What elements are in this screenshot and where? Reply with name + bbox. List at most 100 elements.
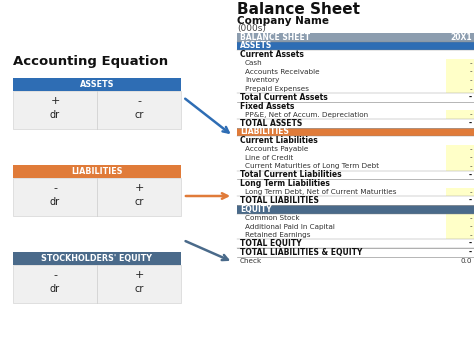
Bar — [446, 136, 474, 145]
Text: -: - — [469, 163, 472, 169]
Bar — [237, 162, 446, 171]
Bar — [446, 239, 474, 248]
Bar — [237, 257, 446, 265]
Bar — [237, 67, 446, 76]
Bar — [237, 85, 446, 93]
Bar — [237, 33, 446, 42]
Text: -: - — [469, 77, 472, 83]
Text: BALANCE SHEET: BALANCE SHEET — [240, 33, 310, 42]
Bar — [446, 213, 474, 222]
Bar — [446, 67, 474, 76]
Text: cr: cr — [134, 284, 144, 294]
Bar — [13, 265, 181, 303]
Text: -: - — [137, 96, 141, 106]
Text: TOTAL EQUITY: TOTAL EQUITY — [240, 239, 301, 248]
Text: cr: cr — [134, 197, 144, 207]
Text: +: + — [50, 96, 60, 106]
Bar — [446, 102, 474, 110]
Text: 20X1: 20X1 — [450, 33, 472, 42]
Text: -: - — [469, 119, 472, 128]
Text: -: - — [469, 86, 472, 92]
Bar — [13, 165, 181, 178]
Text: -: - — [469, 112, 472, 118]
Bar — [446, 119, 474, 128]
Bar — [446, 76, 474, 85]
Text: -: - — [469, 69, 472, 75]
Bar — [237, 239, 446, 248]
Bar — [446, 231, 474, 239]
Bar — [446, 33, 474, 42]
Text: -: - — [469, 155, 472, 161]
Bar — [237, 128, 446, 136]
Bar — [446, 145, 474, 153]
Text: -: - — [469, 232, 472, 238]
Text: +: + — [134, 183, 144, 193]
Bar — [237, 171, 446, 179]
Bar — [237, 59, 446, 67]
Bar — [446, 248, 474, 257]
Bar — [237, 76, 446, 85]
Text: -: - — [469, 60, 472, 66]
Text: Fixed Assets: Fixed Assets — [240, 102, 294, 111]
Text: -: - — [469, 248, 472, 257]
Bar — [237, 231, 446, 239]
Bar — [237, 153, 446, 162]
Text: -: - — [469, 239, 472, 248]
Bar — [237, 110, 446, 119]
Bar — [446, 50, 474, 59]
Text: LIABILITIES: LIABILITIES — [240, 127, 289, 136]
Text: Prepaid Expenses: Prepaid Expenses — [245, 86, 309, 92]
Bar — [446, 162, 474, 171]
Bar — [446, 179, 474, 188]
Text: Balance Sheet: Balance Sheet — [237, 2, 360, 17]
Text: Current Assets: Current Assets — [240, 50, 304, 59]
Text: cr: cr — [134, 110, 144, 120]
Text: Retained Earnings: Retained Earnings — [245, 232, 310, 238]
Text: Cash: Cash — [245, 60, 263, 66]
Text: Inventory: Inventory — [245, 77, 279, 83]
Text: -: - — [469, 170, 472, 179]
Text: Total Current Liabilities: Total Current Liabilities — [240, 170, 342, 179]
Text: dr: dr — [50, 197, 60, 207]
Text: Check: Check — [240, 258, 262, 264]
Bar — [446, 171, 474, 179]
Text: TOTAL LIABILITIES & EQUITY: TOTAL LIABILITIES & EQUITY — [240, 248, 363, 257]
Text: -: - — [469, 215, 472, 221]
Bar — [446, 257, 474, 265]
Text: -: - — [469, 196, 472, 205]
Bar — [237, 136, 446, 145]
Bar — [13, 78, 181, 91]
Bar — [237, 102, 446, 110]
Text: -: - — [53, 183, 57, 193]
Bar — [446, 59, 474, 67]
Text: +: + — [134, 270, 144, 280]
Text: (000s): (000s) — [237, 24, 266, 33]
Text: STOCKHOLDERS' EQUITY: STOCKHOLDERS' EQUITY — [42, 254, 153, 263]
Text: -: - — [53, 270, 57, 280]
Text: PP&E, Net of Accum. Depreciation: PP&E, Net of Accum. Depreciation — [245, 112, 368, 118]
Text: Additional Paid In Capital: Additional Paid In Capital — [245, 224, 335, 229]
Text: Line of Credit: Line of Credit — [245, 155, 293, 161]
Text: LIABILITIES: LIABILITIES — [71, 167, 123, 176]
Bar — [237, 93, 446, 102]
Bar — [237, 50, 446, 59]
Text: dr: dr — [50, 284, 60, 294]
Bar — [237, 197, 446, 205]
Text: Accounting Equation: Accounting Equation — [13, 55, 168, 68]
Bar — [13, 252, 181, 265]
Bar — [446, 85, 474, 93]
Bar — [446, 42, 474, 50]
Bar — [237, 213, 446, 222]
Bar — [446, 128, 474, 136]
Text: Total Current Assets: Total Current Assets — [240, 93, 328, 102]
Text: Accounts Receivable: Accounts Receivable — [245, 69, 319, 75]
Text: -: - — [469, 146, 472, 152]
Text: Company Name: Company Name — [237, 16, 329, 26]
Text: ASSETS: ASSETS — [240, 42, 272, 51]
Bar — [237, 119, 446, 128]
Bar — [446, 153, 474, 162]
Text: TOTAL LIABILITIES: TOTAL LIABILITIES — [240, 196, 319, 205]
Bar — [13, 178, 181, 216]
Bar — [237, 145, 446, 153]
Text: ASSETS: ASSETS — [80, 80, 114, 89]
